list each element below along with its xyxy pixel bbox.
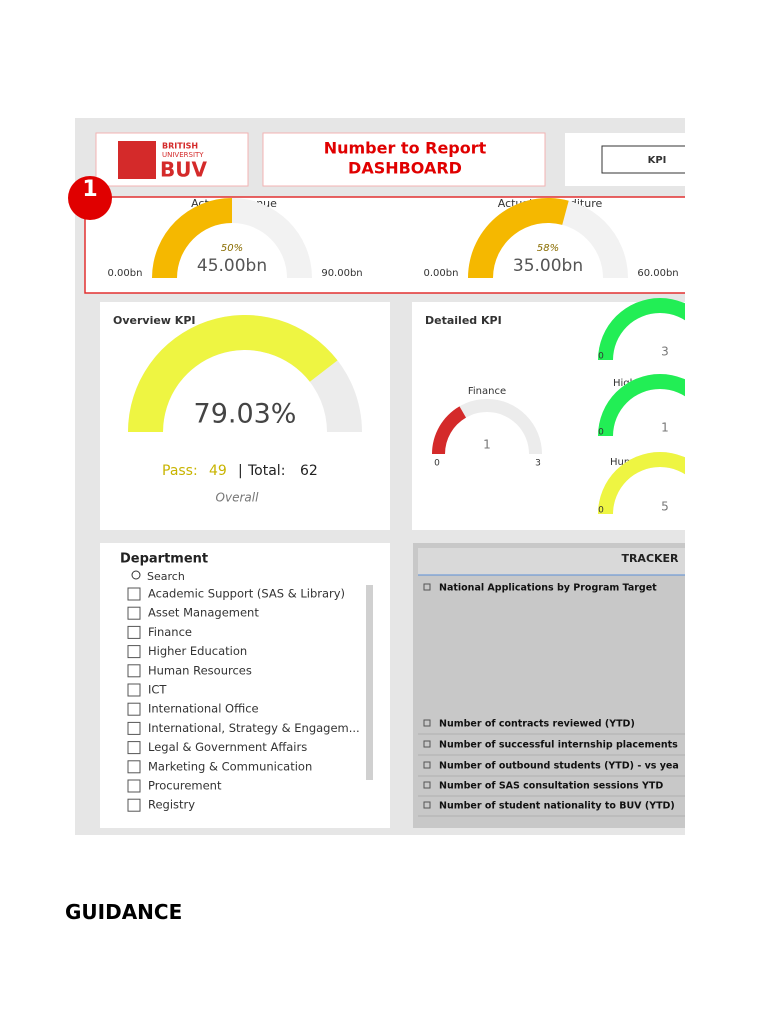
checkbox[interactable] xyxy=(127,702,141,716)
total-value: 62 xyxy=(300,463,318,479)
expand-icon xyxy=(423,801,431,809)
search-box[interactable]: Search xyxy=(147,570,185,583)
gauge-percent: 58% xyxy=(537,243,559,254)
checkbox[interactable] xyxy=(127,760,141,774)
gauge-value xyxy=(128,315,338,432)
department-item: Higher Education xyxy=(148,644,247,658)
logo-name: BUV xyxy=(160,158,207,182)
gauge-max: 3 xyxy=(535,459,541,469)
checkbox[interactable] xyxy=(127,664,141,678)
gauge-value xyxy=(598,298,685,360)
department-item: ICT xyxy=(148,683,167,697)
expand-icon xyxy=(423,583,431,591)
tracker-item: Number of student nationality to BUV (YT… xyxy=(439,801,675,812)
gauge-value-label: 35.00bn xyxy=(513,256,583,276)
gauge-value xyxy=(152,198,232,278)
checkbox[interactable] xyxy=(127,645,141,659)
kpi-button-label: KPI xyxy=(648,155,667,166)
gauge-value xyxy=(598,374,685,436)
department-item: Legal & Government Affairs xyxy=(148,740,307,754)
tracker-item: Number of successful internship placemen… xyxy=(439,740,678,751)
gauge-min: 0 xyxy=(598,506,604,516)
department-item: Asset Management xyxy=(148,606,259,620)
checkbox[interactable] xyxy=(127,587,141,601)
title-box xyxy=(262,132,546,187)
department-item: Academic Support (SAS & Library) xyxy=(148,587,345,601)
separator: | xyxy=(238,463,243,479)
gauge-value xyxy=(468,197,569,278)
overview-percent: 79.03% xyxy=(194,399,297,430)
scrollbar xyxy=(366,585,373,780)
tracker-title: TRACKER xyxy=(621,552,679,565)
logo-line: UNIVERSITY xyxy=(162,151,204,159)
tracker-panel xyxy=(413,543,685,828)
department-item: Human Resources xyxy=(148,663,252,677)
search-icon xyxy=(131,570,141,580)
gauge-min: 0.00bn xyxy=(108,268,143,279)
department-item: Registry xyxy=(148,798,195,812)
pass-label: Pass: xyxy=(162,463,198,479)
total-label: Total: xyxy=(247,463,285,479)
department-item: Marketing & Communication xyxy=(148,759,312,773)
title-line: Number to Report xyxy=(324,139,487,158)
department-item: International Office xyxy=(148,702,259,716)
gauge-min: 0.00bn xyxy=(424,268,459,279)
department-item: Finance xyxy=(148,625,192,639)
gauge-percent: 50% xyxy=(221,243,243,254)
badge xyxy=(68,176,112,220)
checkbox[interactable] xyxy=(127,606,141,620)
gauge-title: Finance xyxy=(468,386,506,397)
badge-number: 1 xyxy=(82,177,97,202)
expand-icon xyxy=(423,719,431,727)
overview-caption: Overall xyxy=(216,491,260,505)
checkbox[interactable] xyxy=(127,798,141,812)
tracker-header xyxy=(418,548,685,575)
kpi-button[interactable] xyxy=(601,145,712,174)
expand-icon xyxy=(423,740,431,748)
gauge-value-label: 1 xyxy=(661,421,669,435)
department-item: International, Strategy & Engagem... xyxy=(148,721,360,735)
expand-icon xyxy=(423,761,431,769)
pass-value: 49 xyxy=(209,463,227,479)
checkbox[interactable] xyxy=(127,625,141,639)
panel-title: Department xyxy=(120,552,208,567)
gauge-value xyxy=(598,452,685,514)
checkbox[interactable] xyxy=(127,683,141,697)
panel-title: Overview KPI xyxy=(113,314,195,327)
gauge-max: 90.00bn xyxy=(321,268,362,279)
gauge-value-label: 45.00bn xyxy=(197,256,267,276)
gauge-value-label: 1 xyxy=(483,438,491,452)
department-item: Procurement xyxy=(148,779,222,793)
gauge-min: 0 xyxy=(434,459,440,469)
checkbox[interactable] xyxy=(127,779,141,793)
gauge-min: 0 xyxy=(598,352,604,362)
gauge-min: 0 xyxy=(598,428,604,438)
tracker-item: Number of SAS consultation sessions YTD xyxy=(439,781,663,792)
tracker-item: Number of contracts reviewed (YTD) xyxy=(439,719,635,730)
heading: GUIDANCE xyxy=(65,900,183,924)
gauge-value-label: 5 xyxy=(661,500,669,514)
checkbox[interactable] xyxy=(127,721,141,735)
title-line: DASHBOARD xyxy=(348,159,462,178)
gauge-max: 60.00bn xyxy=(637,268,678,279)
department-panel xyxy=(100,543,390,828)
expand-icon xyxy=(423,781,431,789)
tracker-item: National Applications by Program Target xyxy=(439,583,657,594)
gauge-value xyxy=(432,406,466,454)
tracker-item: Number of outbound students (YTD) - vs y… xyxy=(439,761,679,772)
checkbox[interactable] xyxy=(127,741,141,755)
logo-line: BRITISH xyxy=(162,142,198,151)
logo-mark xyxy=(118,141,156,179)
gauge-value-label: 3 xyxy=(661,345,669,359)
panel-title: Detailed KPI xyxy=(425,314,502,327)
